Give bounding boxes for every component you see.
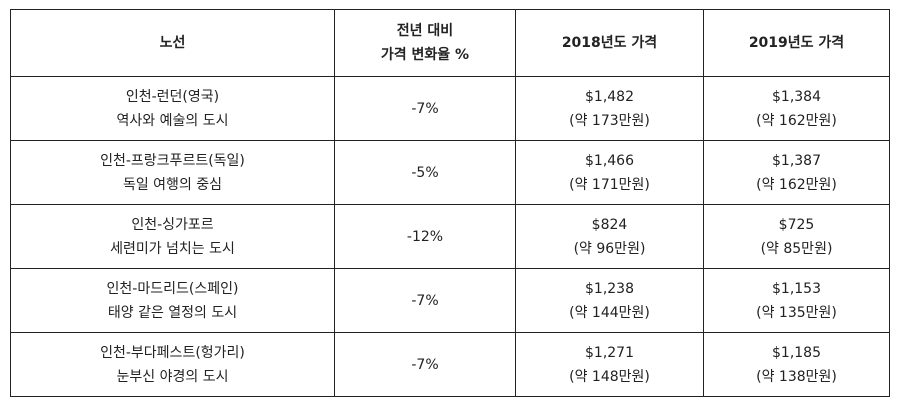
change-percent: -5% <box>411 164 439 181</box>
price-2019-krw: (약 162만원) <box>756 112 837 129</box>
table-row: 인천-런던(영국) 역사와 예술의 도시 -7% $1,482 (약 173만원… <box>10 76 890 141</box>
header-change-line2: 가격 변화율 % <box>380 47 470 63</box>
header-price-2019: 2019년도 가격 <box>703 9 890 77</box>
price-2019-usd: $1,153 <box>772 280 821 297</box>
header-price-2018-label: 2018년도 가격 <box>561 35 658 51</box>
cell-price-2018: $824 (약 96만원) <box>515 204 704 269</box>
price-2018-usd: $1,271 <box>585 344 634 361</box>
route-description: 역사와 예술의 도시 <box>116 112 229 129</box>
cell-change: -7% <box>334 76 516 141</box>
change-percent: -7% <box>411 356 439 373</box>
header-price-2018: 2018년도 가격 <box>515 9 704 77</box>
cell-route: 인천-프랑크푸르트(독일) 독일 여행의 중심 <box>10 140 335 205</box>
price-2018-krw: (약 148만원) <box>569 368 650 385</box>
route-name: 인천-런던(영국) <box>125 88 220 105</box>
price-2019-krw: (약 85만원) <box>760 240 833 257</box>
cell-change: -7% <box>334 268 516 333</box>
price-2019-usd: $1,185 <box>772 344 821 361</box>
cell-change: -5% <box>334 140 516 205</box>
route-name: 인천-싱가포르 <box>131 216 214 233</box>
header-change-line1: 전년 대비 <box>396 23 454 39</box>
route-description: 태양 같은 열정의 도시 <box>107 304 238 321</box>
cell-change: -12% <box>334 204 516 269</box>
price-2018-krw: (약 96만원) <box>573 240 646 257</box>
header-route: 노선 <box>10 9 335 77</box>
table-row: 인천-부다페스트(헝가리) 눈부신 야경의 도시 -7% $1,271 (약 1… <box>10 332 890 397</box>
price-2019-usd: $1,387 <box>772 152 821 169</box>
cell-route: 인천-부다페스트(헝가리) 눈부신 야경의 도시 <box>10 332 335 397</box>
route-description: 눈부신 야경의 도시 <box>116 368 229 385</box>
cell-price-2019: $1,384 (약 162만원) <box>703 76 890 141</box>
price-2018-usd: $1,238 <box>585 280 634 297</box>
price-2019-krw: (약 162만원) <box>756 176 837 193</box>
price-2019-krw: (약 135만원) <box>756 304 837 321</box>
price-2018-usd: $824 <box>591 216 628 233</box>
cell-price-2019: $725 (약 85만원) <box>703 204 890 269</box>
header-price-2019-label: 2019년도 가격 <box>748 35 845 51</box>
cell-price-2019: $1,387 (약 162만원) <box>703 140 890 205</box>
route-name: 인천-부다페스트(헝가리) <box>100 344 245 361</box>
table-row: 인천-싱가포르 세련미가 넘치는 도시 -12% $824 (약 96만원) $… <box>10 204 890 269</box>
cell-price-2018: $1,238 (약 144만원) <box>515 268 704 333</box>
table-row: 인천-프랑크푸르트(독일) 독일 여행의 중심 -5% $1,466 (약 17… <box>10 140 890 205</box>
cell-route: 인천-싱가포르 세련미가 넘치는 도시 <box>10 204 335 269</box>
cell-price-2018: $1,482 (약 173만원) <box>515 76 704 141</box>
table-header-row: 노선 전년 대비 가격 변화율 % 2018년도 가격 2019년도 가격 <box>10 9 890 77</box>
route-description: 독일 여행의 중심 <box>122 176 223 193</box>
price-2018-krw: (약 171만원) <box>569 176 650 193</box>
header-change: 전년 대비 가격 변화율 % <box>334 9 516 77</box>
route-description: 세련미가 넘치는 도시 <box>110 240 235 257</box>
price-2019-krw: (약 138만원) <box>756 368 837 385</box>
cell-route: 인천-런던(영국) 역사와 예술의 도시 <box>10 76 335 141</box>
cell-price-2019: $1,185 (약 138만원) <box>703 332 890 397</box>
price-2019-usd: $1,384 <box>772 88 821 105</box>
cell-change: -7% <box>334 332 516 397</box>
price-2018-krw: (약 144만원) <box>569 304 650 321</box>
airfare-price-table: 노선 전년 대비 가격 변화율 % 2018년도 가격 2019년도 가격 인천… <box>10 9 890 397</box>
route-name: 인천-프랑크푸르트(독일) <box>100 152 245 169</box>
route-name: 인천-마드리드(스페인) <box>106 280 239 297</box>
price-2018-usd: $1,482 <box>585 88 634 105</box>
change-percent: -7% <box>411 100 439 117</box>
cell-price-2019: $1,153 (약 135만원) <box>703 268 890 333</box>
change-percent: -7% <box>411 292 439 309</box>
price-2018-usd: $1,466 <box>585 152 634 169</box>
change-percent: -12% <box>406 228 444 245</box>
cell-price-2018: $1,271 (약 148만원) <box>515 332 704 397</box>
price-table-container: 노선 전년 대비 가격 변화율 % 2018년도 가격 2019년도 가격 인천… <box>10 9 890 397</box>
cell-route: 인천-마드리드(스페인) 태양 같은 열정의 도시 <box>10 268 335 333</box>
price-2019-usd: $725 <box>778 216 815 233</box>
price-2018-krw: (약 173만원) <box>569 112 650 129</box>
table-row: 인천-마드리드(스페인) 태양 같은 열정의 도시 -7% $1,238 (약 … <box>10 268 890 333</box>
header-route-label: 노선 <box>159 35 186 51</box>
cell-price-2018: $1,466 (약 171만원) <box>515 140 704 205</box>
